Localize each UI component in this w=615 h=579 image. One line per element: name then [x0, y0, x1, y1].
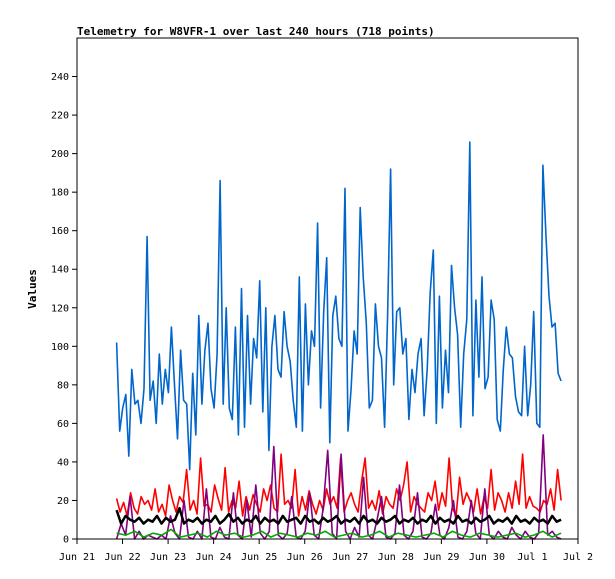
y-tick-label: 80: [57, 380, 69, 391]
x-tick-label: Jun 27: [332, 552, 368, 563]
x-tick-label: Jun 26: [287, 552, 323, 563]
series-line: [116, 528, 562, 538]
x-tick-label: Jun 21: [59, 552, 95, 563]
series-line: [115, 434, 562, 540]
x-tick-label: Jun 29: [423, 552, 459, 563]
y-tick-label: 200: [51, 149, 69, 160]
x-tick-label: Jun 22: [104, 552, 140, 563]
y-tick-label: 240: [51, 72, 69, 83]
series-line: [115, 141, 562, 471]
x-tick-label: Jun 24: [196, 552, 232, 563]
series-line: [115, 506, 562, 525]
series-layer: [115, 141, 562, 540]
x-tick-label: Jul 2: [563, 552, 593, 563]
y-tick-label: 180: [51, 188, 69, 199]
x-tick-label: Jul 1: [517, 552, 547, 563]
x-tick-label: Jun 30: [469, 552, 505, 563]
y-tick-label: 100: [51, 342, 69, 353]
y-tick-label: 40: [57, 457, 69, 468]
y-tick-label: 160: [51, 226, 69, 237]
x-tick-label: Jun 23: [150, 552, 186, 563]
x-tick-label: Jun 28: [378, 552, 414, 563]
y-tick-label: 140: [51, 265, 69, 276]
y-tick-label: 20: [57, 496, 69, 507]
plot-frame: [76, 37, 579, 540]
chart-title: Telemetry for W8VFR-1 over last 240 hour…: [77, 25, 435, 38]
x-tick-label: Jun 25: [241, 552, 277, 563]
axis-layer: 0 20 40 60 80 100 120 140 160 180 200 220 240 Jun 21 J…: [51, 72, 593, 563]
y-tick-label: 220: [51, 111, 69, 122]
y-tick-label: 60: [57, 419, 69, 430]
y-tick-label: 120: [51, 303, 69, 314]
y-axis-label: Values: [26, 269, 39, 309]
y-tick-label: 0: [63, 535, 69, 546]
